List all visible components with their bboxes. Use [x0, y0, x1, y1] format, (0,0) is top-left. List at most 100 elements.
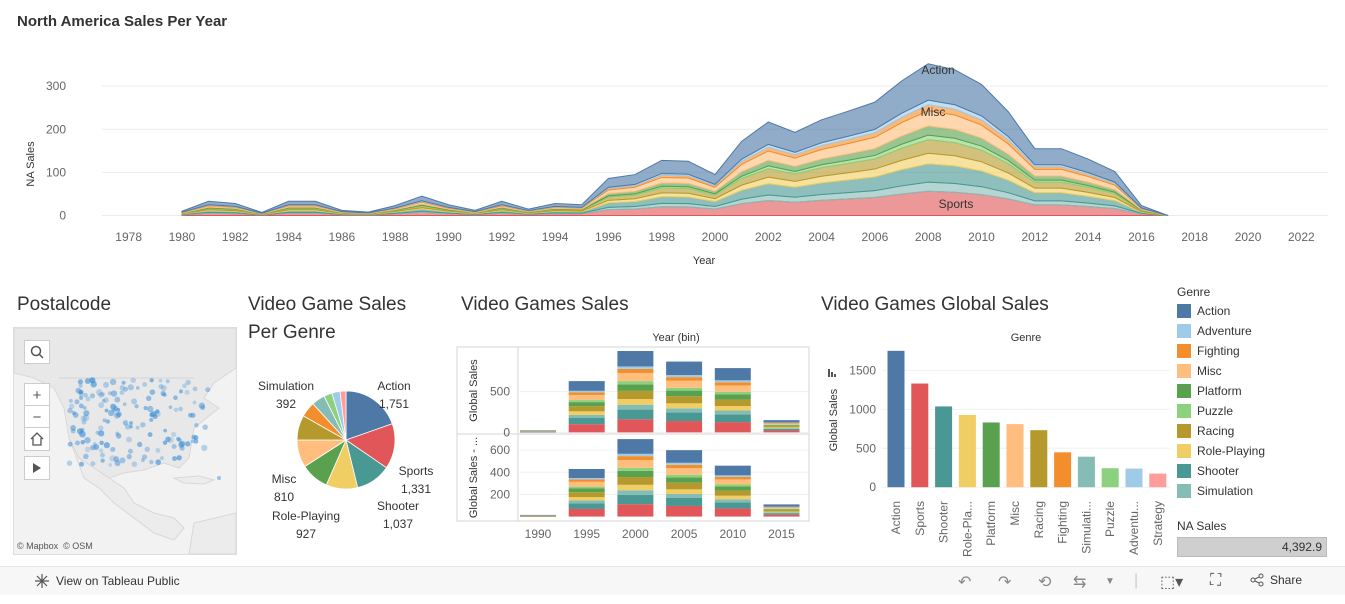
bar-seg-2010-shooter[interactable]: [714, 502, 751, 509]
map-point[interactable]: [84, 446, 91, 453]
bar-seg-2010-fighting[interactable]: [714, 476, 751, 480]
bar-seg-2005-sports[interactable]: [666, 421, 703, 433]
year-bin-bar-chart[interactable]: Year (bin) 0 500 Global Sales 200 400 600 Glob…: [455, 325, 815, 547]
bar-seg-1990-adventure[interactable]: [520, 430, 556, 432]
bar-seg-1990-action[interactable]: [520, 430, 556, 431]
bar-seg-1995-sports[interactable]: [568, 508, 605, 517]
bar-seg-2000-action[interactable]: [617, 439, 654, 454]
bar-seg-1995-puzzle[interactable]: [568, 486, 605, 489]
map-point[interactable]: [103, 442, 110, 449]
bar-seg-2015-platform[interactable]: [763, 425, 800, 427]
download-icon[interactable]: ⬚▾: [1160, 574, 1184, 591]
bar-seg-2005-adventure[interactable]: [666, 462, 703, 465]
map-point[interactable]: [147, 432, 153, 437]
map-point[interactable]: [130, 377, 136, 384]
global-bar-role-playing[interactable]: [958, 415, 976, 488]
undo-icon[interactable]: ↶: [958, 574, 972, 591]
map-point[interactable]: [100, 458, 105, 463]
bar-seg-2000-adventure[interactable]: [617, 453, 654, 457]
map-point[interactable]: [126, 453, 132, 460]
share-button[interactable]: Share: [1250, 573, 1302, 587]
bar-seg-2015-misc[interactable]: [763, 507, 800, 509]
map-point[interactable]: [108, 463, 113, 467]
map-point[interactable]: [160, 385, 167, 392]
map-point[interactable]: [82, 405, 87, 410]
map-canvas[interactable]: [14, 328, 236, 554]
bar-seg-2005-misc[interactable]: [666, 468, 703, 475]
map-point[interactable]: [182, 383, 188, 389]
legend-item-adventure[interactable]: Adventure: [1177, 321, 1327, 341]
map-point[interactable]: [68, 398, 73, 403]
map-point[interactable]: [149, 378, 154, 383]
bar-seg-2005-sports[interactable]: [666, 505, 703, 517]
bar-seg-2010-sports[interactable]: [714, 508, 751, 517]
bar-seg-2010-racing[interactable]: [714, 490, 751, 496]
map-point[interactable]: [82, 414, 90, 421]
bar-seg-2015-platform[interactable]: [763, 509, 800, 511]
map-point[interactable]: [102, 418, 107, 423]
bar-seg-2000-shooter[interactable]: [617, 494, 654, 505]
map-point[interactable]: [99, 452, 105, 458]
bar-seg-1995-sports[interactable]: [568, 424, 605, 433]
map-point[interactable]: [167, 436, 174, 444]
map-point[interactable]: [144, 446, 150, 452]
bar-seg-2000-sports[interactable]: [617, 419, 654, 433]
bar-seg-2015-role-playing[interactable]: [763, 511, 800, 513]
bar-seg-2010-role-playing[interactable]: [714, 406, 751, 411]
share-label[interactable]: Share: [1270, 573, 1303, 587]
map-zoom-in-button[interactable]: +: [24, 383, 50, 407]
map-point[interactable]: [163, 393, 168, 397]
map-point[interactable]: [84, 437, 91, 444]
map-point[interactable]: [158, 378, 163, 383]
map-point[interactable]: [71, 410, 77, 416]
bar-seg-2005-misc[interactable]: [666, 380, 703, 388]
bar-seg-2005-shooter[interactable]: [666, 497, 703, 506]
map-point[interactable]: [131, 398, 138, 405]
map-point[interactable]: [126, 436, 132, 443]
map-point[interactable]: [143, 406, 148, 411]
bar-seg-2000-action[interactable]: [617, 351, 654, 367]
map-point[interactable]: [84, 378, 91, 385]
map-zoom-out-button[interactable]: −: [24, 405, 50, 429]
map-point[interactable]: [106, 419, 111, 424]
bar-seg-1995-role-playing[interactable]: [568, 411, 605, 415]
map-point[interactable]: [90, 461, 96, 467]
bar-seg-1995-shooter[interactable]: [568, 503, 605, 509]
legend-item-puzzle[interactable]: Puzzle: [1177, 401, 1327, 421]
bar-seg-2000-simulation[interactable]: [617, 490, 654, 495]
bar-seg-2015-simulation[interactable]: [763, 512, 800, 514]
legend-item-racing[interactable]: Racing: [1177, 421, 1327, 441]
bar-seg-2010-adventure[interactable]: [714, 475, 751, 477]
refresh-icon[interactable]: ⇆: [1073, 574, 1087, 591]
bar-seg-1995-simulation[interactable]: [568, 414, 605, 419]
bar-seg-2000-shooter[interactable]: [617, 409, 654, 420]
map-point[interactable]: [77, 379, 84, 385]
map-point[interactable]: [85, 396, 91, 402]
map-point[interactable]: [100, 392, 105, 397]
map-point[interactable]: [176, 455, 182, 461]
map-point[interactable]: [98, 402, 105, 409]
map-point[interactable]: [129, 424, 133, 429]
refresh-dropdown-icon[interactable]: ▼: [1105, 576, 1115, 587]
bar-seg-2000-platform[interactable]: [617, 470, 654, 478]
bar-seg-2015-shooter[interactable]: [763, 428, 800, 431]
bar-seg-2010-action[interactable]: [714, 368, 751, 381]
map-point[interactable]: [127, 384, 134, 391]
map-point[interactable]: [121, 380, 126, 385]
map-point[interactable]: [131, 461, 138, 467]
bar-seg-2005-action[interactable]: [666, 361, 703, 376]
bar-seg-1995-racing[interactable]: [568, 492, 605, 498]
map-point[interactable]: [161, 392, 166, 397]
global-sales-bar-chart[interactable]: Genre Action Sports Shooter Role-Pla... Plat…: [820, 325, 1170, 560]
map-point[interactable]: [79, 430, 86, 438]
global-bar-puzzle[interactable]: [1101, 468, 1119, 488]
map-point[interactable]: [142, 381, 148, 387]
map-point[interactable]: [98, 425, 104, 431]
map-point[interactable]: [89, 377, 96, 384]
global-bar-simulation[interactable]: [1077, 456, 1095, 488]
postalcode-map[interactable]: + − © Mapbox © OSM: [13, 327, 237, 555]
global-bar-shooter[interactable]: [935, 406, 953, 488]
global-bar-platform[interactable]: [982, 422, 1000, 488]
map-point[interactable]: [79, 395, 84, 400]
bar-seg-1995-adventure[interactable]: [568, 478, 605, 480]
